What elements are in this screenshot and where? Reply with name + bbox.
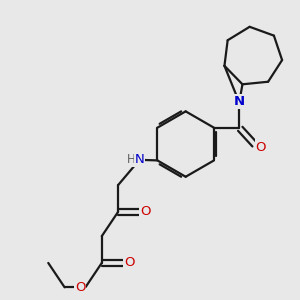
Text: O: O xyxy=(75,281,85,294)
Text: O: O xyxy=(124,256,135,269)
Text: H: H xyxy=(127,153,135,166)
Text: N: N xyxy=(234,95,245,108)
Text: O: O xyxy=(140,205,151,218)
Text: O: O xyxy=(256,140,266,154)
Text: N: N xyxy=(135,153,144,166)
